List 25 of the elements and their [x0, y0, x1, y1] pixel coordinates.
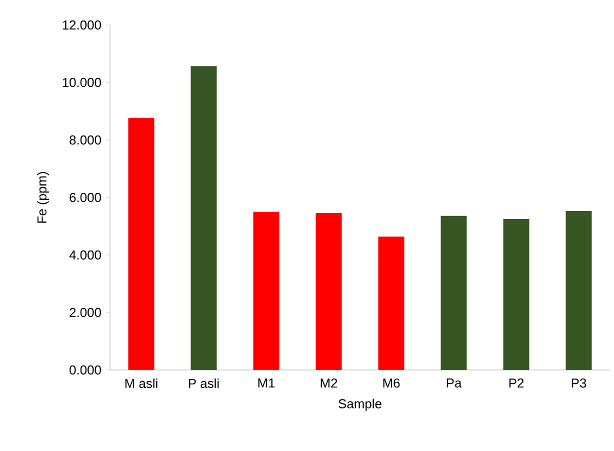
y-tick-label: 4.000 — [69, 250, 101, 260]
y-tick-label: 10.000 — [62, 78, 101, 88]
x-tick-label: M1 — [258, 378, 275, 388]
x-tick-label: P2 — [509, 378, 524, 388]
x-tick-label: M2 — [320, 378, 338, 388]
y-tick-label: 12.000 — [62, 20, 101, 30]
y-tick-label: 2.000 — [70, 308, 101, 318]
x-tick-label: M asli — [125, 378, 158, 388]
bar — [503, 219, 530, 370]
bar — [316, 213, 342, 370]
bar — [378, 236, 404, 370]
x-tick-label: Pa — [446, 378, 462, 388]
y-axis-title: Fe (ppm) — [36, 172, 50, 223]
bar — [190, 66, 217, 370]
bar — [566, 210, 592, 370]
x-tick-label: M6 — [383, 378, 400, 388]
x-tick-label: P asli — [188, 378, 219, 388]
y-tick-label: 0.000 — [70, 365, 101, 375]
bar — [253, 212, 280, 370]
x-axis-title: Sample — [338, 398, 382, 411]
bar — [128, 118, 154, 370]
bar — [440, 216, 467, 370]
x-tick-label: P3 — [572, 378, 586, 388]
y-tick-label: 8.000 — [70, 135, 101, 145]
y-tick-label: 6.000 — [70, 192, 101, 202]
